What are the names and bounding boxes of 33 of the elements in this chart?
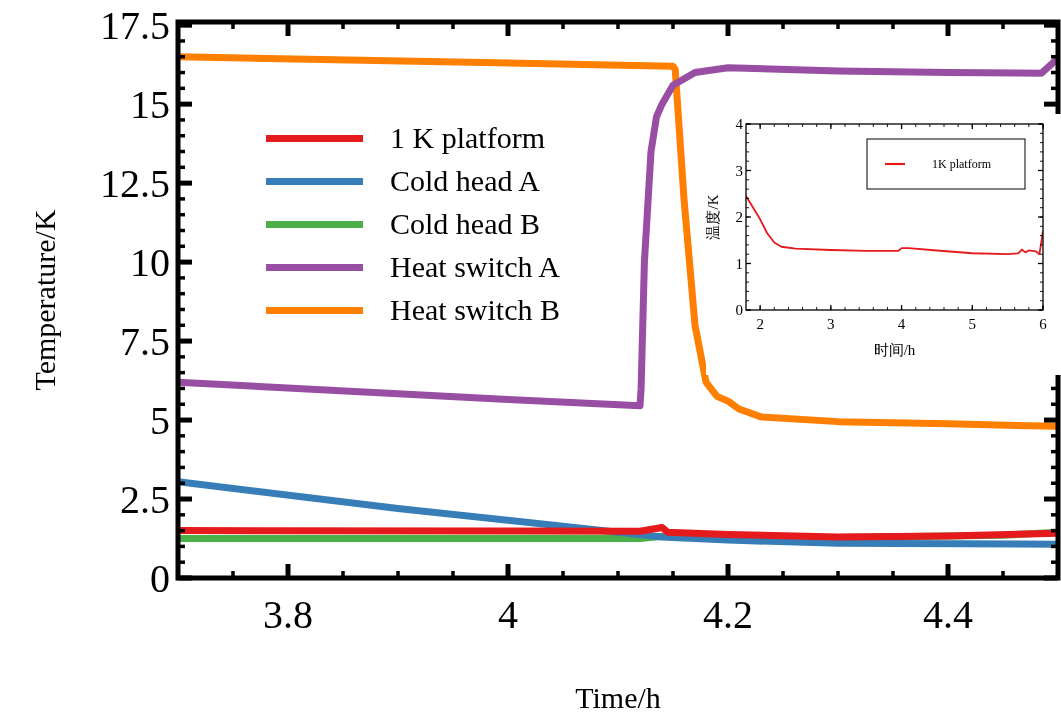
legend-label: Cold head B [390,207,540,241]
y-tick-label: 15 [130,82,170,128]
x-tick-label: 3 [827,315,835,332]
y-tick-label: 17.5 [100,3,170,49]
legend-label: Heat switch A [390,250,561,284]
y-axis-title: 温度/K [705,194,721,240]
x-tick-label: 4 [498,592,518,637]
y-tick-label: 1 [735,255,743,272]
legend-label: 1 K platform [390,121,545,155]
y-tick-label: 3 [735,162,743,179]
legend-label: Cold head A [390,164,541,198]
y-tick-label: 0 [150,556,170,601]
x-tick-label: 4.4 [923,592,973,637]
y-tick-label: 2 [735,209,743,226]
x-tick-label: 4.2 [703,592,753,637]
x-axis-title: Time/h [575,681,661,714]
y-axis-title: Temperature/K [28,209,61,391]
y-tick-label: 7.5 [120,319,170,365]
x-tick-label: 6 [1039,315,1048,332]
y-tick-label: 0 [735,302,743,319]
x-tick-label: 5 [968,315,977,332]
legend-label: Heat switch B [390,293,560,327]
line-series [746,195,1043,256]
y-tick-label: 10 [130,240,170,286]
x-axis-title: 时间/h [873,342,916,358]
y-tick-label: 2.5 [120,477,170,523]
legend-label: 1K platform [932,156,992,171]
y-tick-label: 5 [150,398,170,444]
y-tick-label: 12.5 [100,161,170,207]
x-tick-label: 4 [897,315,906,332]
x-tick-label: 3.8 [263,592,313,637]
x-tick-label: 2 [756,315,764,332]
y-tick-label: 4 [735,116,744,133]
